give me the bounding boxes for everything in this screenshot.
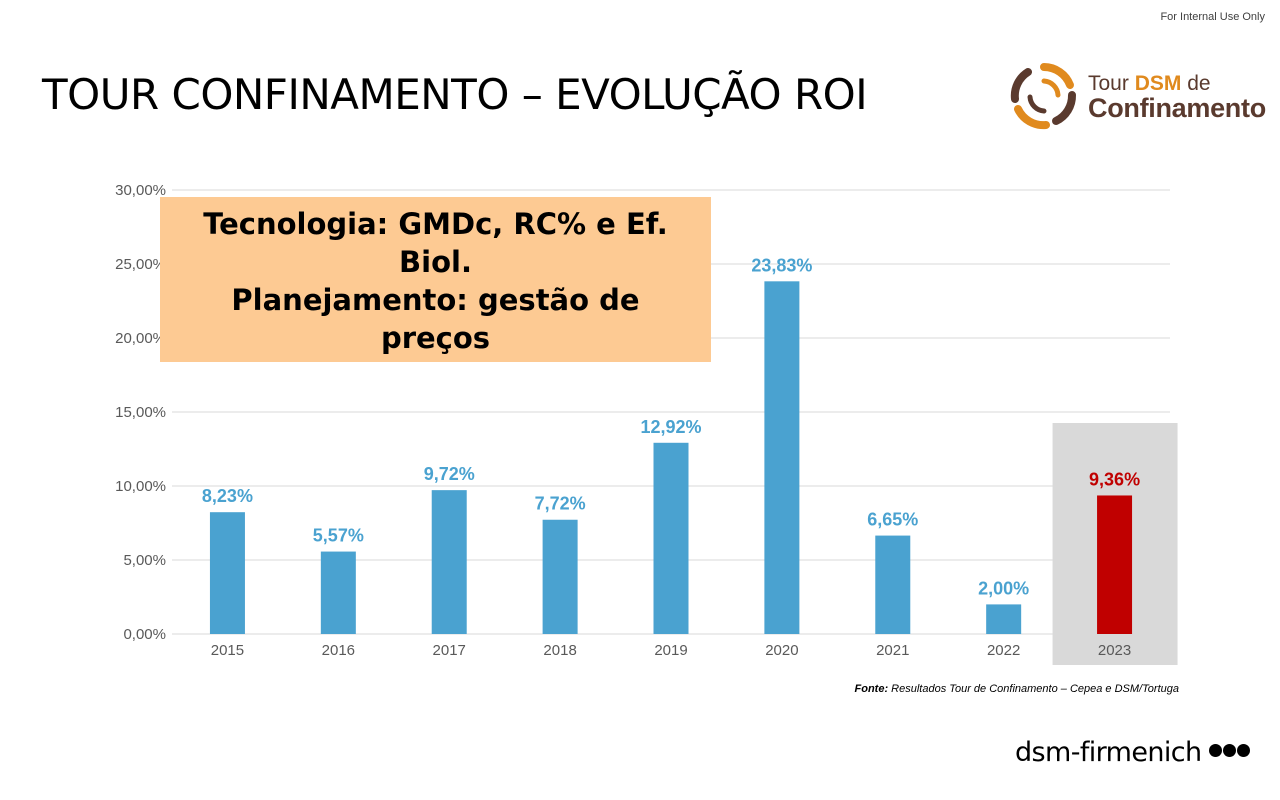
y-tick-label: 30,00% xyxy=(115,182,166,199)
data-label: 23,83% xyxy=(751,255,812,275)
y-tick-label: 10,00% xyxy=(115,478,166,495)
data-label: 7,72% xyxy=(535,494,586,514)
bar xyxy=(320,551,356,634)
brand-dots-icon xyxy=(1208,743,1250,762)
logo-line-1: Tour DSM de xyxy=(1088,72,1211,95)
x-tick-label: 2016 xyxy=(322,642,355,659)
data-label: 5,57% xyxy=(313,526,364,546)
bar xyxy=(986,604,1022,634)
x-tick-label: 2019 xyxy=(654,642,687,659)
x-tick-label: 2023 xyxy=(1098,642,1131,659)
bar xyxy=(653,442,689,634)
bar xyxy=(875,535,911,634)
data-label: 2,00% xyxy=(978,578,1029,598)
y-tick-label: 5,00% xyxy=(123,552,166,569)
y-tick-label: 0,00% xyxy=(123,626,166,643)
x-tick-label: 2020 xyxy=(765,642,798,659)
x-tick-label: 2018 xyxy=(543,642,576,659)
logo-line-2: Confinamento xyxy=(1088,93,1266,123)
bar xyxy=(431,490,467,634)
bar xyxy=(209,512,245,634)
brand-name: dsm-firmenich xyxy=(1015,737,1202,768)
tour-dsm-logo: Tour DSM de Confinamento xyxy=(1004,55,1266,140)
data-label: 9,36% xyxy=(1089,469,1140,489)
x-tick-label: 2021 xyxy=(876,642,909,659)
data-label: 9,72% xyxy=(424,464,475,484)
dsm-firmenich-logo: dsm-firmenich xyxy=(1015,737,1250,771)
callout-box: Tecnologia: GMDc, RC% e Ef. Biol. Planej… xyxy=(160,197,711,362)
y-tick-label: 15,00% xyxy=(115,404,166,421)
data-label: 8,23% xyxy=(202,486,253,506)
callout-line: Tecnologia: GMDc, RC% e Ef. xyxy=(203,207,668,241)
callout-line: Planejamento: gestão de xyxy=(231,283,640,317)
y-tick-label: 20,00% xyxy=(115,330,166,347)
x-tick-label: 2015 xyxy=(211,642,244,659)
bar xyxy=(764,281,800,634)
callout-line: Biol. xyxy=(399,245,472,279)
y-tick-label: 25,00% xyxy=(115,256,166,273)
swirl-logo-icon xyxy=(1010,63,1076,130)
internal-use-note: For Internal Use Only xyxy=(1160,11,1265,23)
bar xyxy=(1097,495,1133,634)
x-tick-label: 2022 xyxy=(987,642,1020,659)
data-label: 6,65% xyxy=(867,510,918,530)
page-title: TOUR CONFINAMENTO – EVOLUÇÃO ROI xyxy=(42,70,868,119)
callout-line: preços xyxy=(380,321,491,355)
x-tick-label: 2017 xyxy=(433,642,466,659)
data-label: 12,92% xyxy=(640,417,701,437)
source-note: Fonte: Resultados Tour de Confinamento –… xyxy=(854,683,1179,695)
bar xyxy=(542,519,578,634)
